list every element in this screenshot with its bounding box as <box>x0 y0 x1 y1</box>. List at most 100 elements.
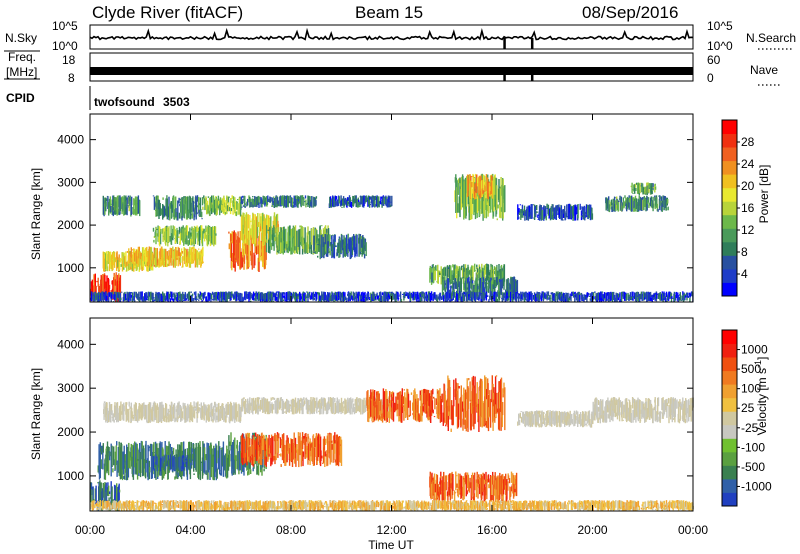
heatmap-cell <box>195 297 198 299</box>
heatmap-cell <box>363 254 366 259</box>
heatmap-cell <box>237 203 239 215</box>
heatmap-cell <box>205 225 207 232</box>
heatmap-cell <box>458 178 460 183</box>
heatmap-cell <box>358 291 361 297</box>
y-tick-label: 1000 <box>57 261 84 275</box>
heatmap-cell <box>375 294 377 297</box>
heatmap-cell <box>172 293 174 298</box>
heatmap-cell <box>244 291 247 301</box>
heatmap-cell <box>463 264 465 284</box>
heatmap-cell <box>463 478 465 480</box>
heatmap-cell <box>500 281 503 295</box>
heatmap-cell <box>221 199 224 213</box>
heatmap-cell <box>487 474 490 483</box>
heatmap-cell <box>497 475 499 502</box>
heatmap-cell <box>165 293 168 299</box>
heatmap-cell <box>193 410 196 419</box>
heatmap-cell <box>647 197 650 203</box>
heatmap-cell <box>426 294 429 302</box>
heatmap-cell <box>559 217 561 219</box>
heatmap-cell <box>254 297 256 301</box>
heatmap-cell <box>232 405 234 422</box>
heatmap-cell <box>268 217 270 245</box>
heatmap-cell <box>293 443 295 460</box>
heatmap-cell <box>270 242 273 250</box>
heatmap-cell <box>214 448 216 473</box>
heatmap-cell <box>504 292 506 295</box>
heatmap-cell <box>581 206 583 214</box>
heatmap-cell <box>545 294 547 297</box>
heatmap-cell <box>248 291 251 300</box>
heatmap-cell <box>267 229 269 231</box>
heatmap-cell <box>103 292 105 302</box>
heatmap-cell <box>460 179 462 199</box>
heatmap-cell <box>463 277 465 291</box>
heatmap-cell <box>276 398 278 415</box>
heatmap-cell <box>647 291 650 301</box>
heatmap-cell <box>631 296 633 301</box>
heatmap-cell <box>528 205 531 217</box>
heatmap-cell <box>529 211 532 219</box>
heatmap-cell <box>130 247 132 262</box>
heatmap-cell <box>511 485 513 492</box>
heatmap-cell <box>199 447 202 481</box>
heatmap-cell <box>305 433 307 455</box>
heatmap-cell <box>332 234 334 236</box>
heatmap-cell <box>198 252 200 265</box>
heatmap-cell <box>201 300 203 302</box>
heatmap-cell <box>619 292 621 302</box>
heatmap-cell <box>206 299 208 302</box>
heatmap-cell <box>199 252 202 255</box>
heatmap-cell <box>354 236 356 256</box>
heatmap-cell <box>257 241 260 245</box>
heatmap-cell <box>444 292 447 302</box>
heatmap-cell <box>188 257 191 268</box>
heatmap-cell <box>482 277 485 292</box>
heatmap-cell <box>202 441 204 476</box>
heatmap-cell <box>148 446 150 452</box>
heatmap-cell <box>113 274 116 294</box>
heatmap-cell <box>317 244 319 246</box>
heatmap-cell <box>447 495 449 502</box>
heatmap-cell <box>402 293 404 295</box>
heatmap-cell <box>152 444 154 459</box>
heatmap-cell <box>209 196 212 212</box>
heatmap-cell <box>451 274 453 282</box>
heatmap-cell <box>441 277 444 296</box>
heatmap-cell <box>103 403 105 420</box>
heatmap-cell <box>362 294 364 302</box>
heatmap-cell <box>485 291 488 301</box>
heatmap-cell <box>549 297 552 299</box>
heatmap-cell <box>121 291 123 293</box>
heatmap-cell <box>275 403 277 414</box>
heatmap-cell <box>159 443 162 472</box>
heatmap-cell <box>562 292 565 302</box>
heatmap-cell <box>192 406 194 418</box>
heatmap-cell <box>201 197 204 206</box>
heatmap-cell <box>239 292 242 302</box>
heatmap-cell <box>582 294 584 301</box>
heatmap-cell <box>362 235 364 248</box>
heatmap-cell <box>587 214 589 220</box>
heatmap-cell <box>224 453 227 477</box>
heatmap-cell <box>110 206 112 213</box>
colorbar-swatch <box>722 147 737 162</box>
heatmap-cell <box>461 296 463 302</box>
heatmap-cell <box>360 195 362 205</box>
heatmap-cell <box>218 441 220 459</box>
heatmap-cell <box>133 291 135 301</box>
heatmap-cell <box>123 210 126 215</box>
heatmap-cell <box>423 403 425 413</box>
heatmap-cell <box>250 220 252 223</box>
heatmap-cell <box>284 248 287 251</box>
heatmap-cell <box>476 268 479 273</box>
heatmap-cell <box>107 251 109 264</box>
heatmap-cell <box>447 265 449 277</box>
heatmap-cell <box>108 452 110 476</box>
heatmap-cell <box>258 403 260 406</box>
heatmap-cell <box>389 294 391 299</box>
heatmap-cell <box>454 292 456 297</box>
heatmap-cell <box>141 291 143 302</box>
heatmap-cell <box>486 475 488 500</box>
heatmap-cell <box>166 252 168 268</box>
